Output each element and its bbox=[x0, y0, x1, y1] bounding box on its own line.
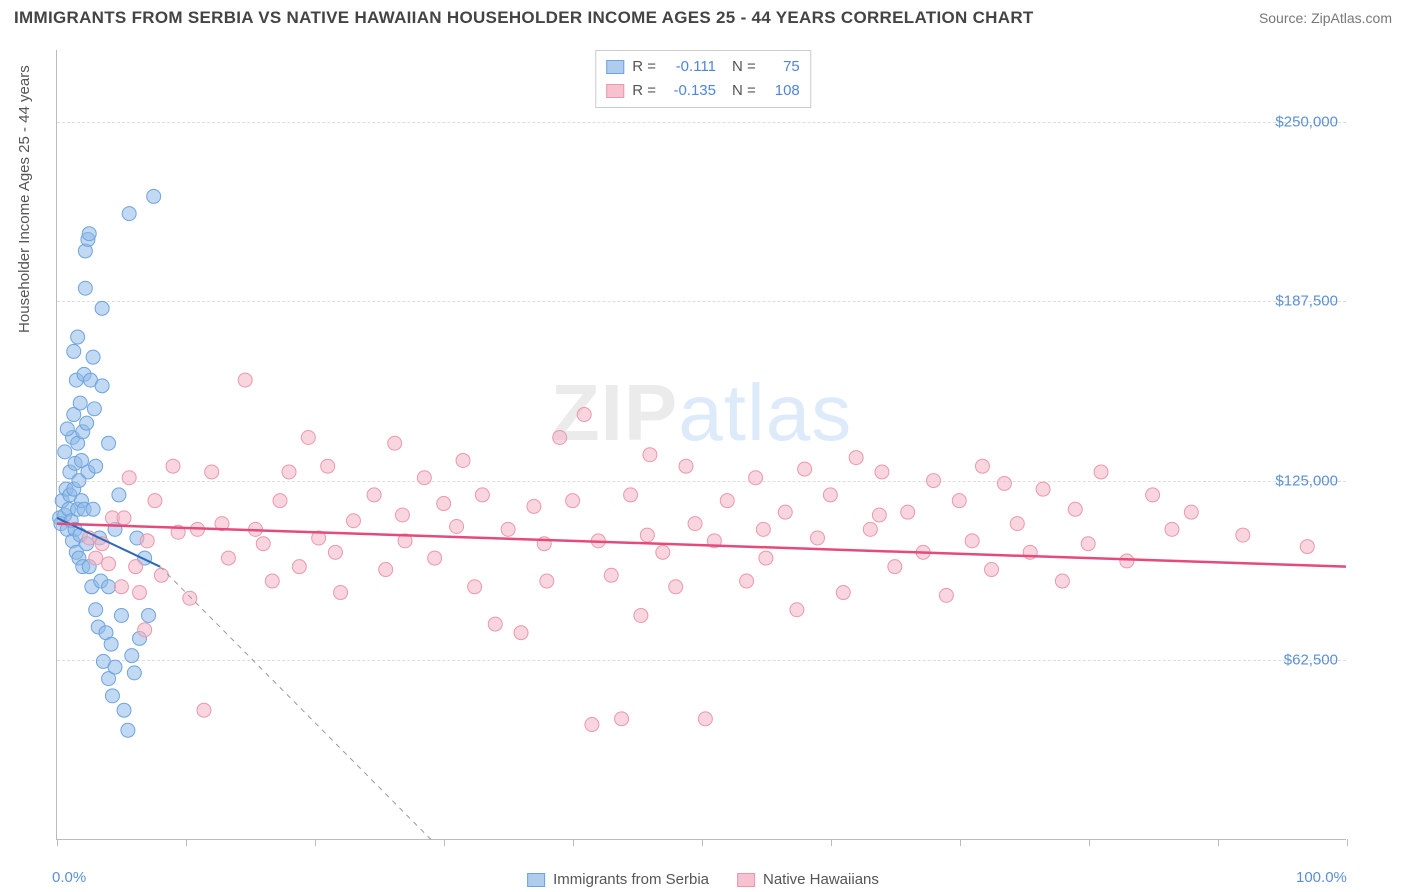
legend-n-value: 75 bbox=[764, 55, 800, 79]
x-tick bbox=[1347, 839, 1348, 846]
legend-series-item: Immigrants from Serbia bbox=[527, 871, 709, 888]
legend-stats-row: R = -0.111 N = 75 bbox=[606, 55, 800, 79]
plot-area: ZIPatlas $62,500$125,000$187,500$250,000 bbox=[56, 50, 1346, 840]
legend-n-value: 108 bbox=[764, 79, 800, 103]
legend-swatch bbox=[737, 873, 755, 887]
legend-n-label: N = bbox=[732, 55, 756, 79]
legend-stats-row: R = -0.135 N = 108 bbox=[606, 79, 800, 103]
source-attribution: Source: ZipAtlas.com bbox=[1259, 10, 1392, 26]
x-axis-label-min: 0.0% bbox=[52, 869, 86, 886]
legend-swatch bbox=[527, 873, 545, 887]
x-tick bbox=[960, 839, 961, 846]
legend-r-label: R = bbox=[632, 79, 656, 103]
x-tick bbox=[57, 839, 58, 846]
x-tick bbox=[186, 839, 187, 846]
x-tick bbox=[573, 839, 574, 846]
legend-r-value: -0.111 bbox=[664, 55, 716, 79]
x-tick bbox=[831, 839, 832, 846]
x-tick bbox=[702, 839, 703, 846]
legend-series: Immigrants from Serbia Native Hawaiians bbox=[527, 871, 879, 888]
legend-n-label: N = bbox=[732, 79, 756, 103]
legend-series-label: Immigrants from Serbia bbox=[553, 871, 709, 888]
legend-series-item: Native Hawaiians bbox=[737, 871, 879, 888]
trend-lines-layer bbox=[57, 50, 1346, 839]
trend-line bbox=[57, 524, 1346, 567]
legend-stats: R = -0.111 N = 75 R = -0.135 N = 108 bbox=[595, 50, 811, 108]
x-axis-label-max: 100.0% bbox=[1296, 869, 1347, 886]
legend-swatch bbox=[606, 84, 624, 98]
extrapolation-line bbox=[160, 567, 431, 840]
chart-title: IMMIGRANTS FROM SERBIA VS NATIVE HAWAIIA… bbox=[14, 8, 1034, 28]
x-tick bbox=[1218, 839, 1219, 846]
x-tick bbox=[1089, 839, 1090, 846]
header-row: IMMIGRANTS FROM SERBIA VS NATIVE HAWAIIA… bbox=[14, 8, 1392, 28]
legend-r-value: -0.135 bbox=[664, 79, 716, 103]
x-tick bbox=[444, 839, 445, 846]
x-tick bbox=[315, 839, 316, 846]
legend-r-label: R = bbox=[632, 55, 656, 79]
legend-swatch bbox=[606, 60, 624, 74]
y-axis-title: Householder Income Ages 25 - 44 years bbox=[16, 65, 33, 333]
legend-series-label: Native Hawaiians bbox=[763, 871, 879, 888]
